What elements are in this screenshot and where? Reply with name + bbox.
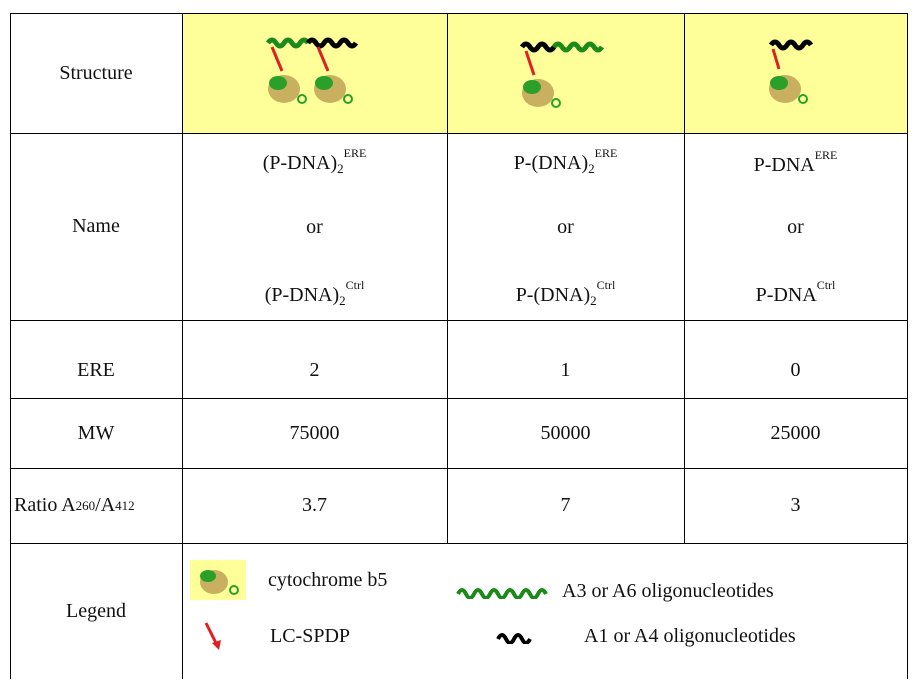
rule-3: [10, 398, 908, 399]
name-or: or: [557, 215, 574, 238]
name-single-double-ctrl: P-(DNA)2Ctrl: [515, 277, 616, 308]
black-wave-icon: [496, 632, 532, 644]
rule-2: [10, 320, 908, 321]
structure-dimer: [182, 13, 447, 133]
legend-item-green-oligo: A3 or A6 oligonucleotides: [456, 580, 774, 603]
mw-value: 50000: [540, 421, 591, 444]
legend-label: Legend: [66, 599, 126, 622]
name-single-ere: P-DNAERE: [753, 147, 838, 176]
structure-single-double: [447, 13, 684, 133]
cytochrome-b5-icon: [190, 560, 246, 600]
ere-value: 1: [560, 358, 571, 381]
name-dimer-ctrl: (P-DNA)2Ctrl: [264, 277, 365, 308]
legend-text: LC-SPDP: [270, 624, 351, 647]
rule-col1: [182, 13, 183, 679]
red-arrow-icon: [204, 622, 221, 650]
name-label: Name: [72, 215, 120, 237]
ere-value: 0: [790, 358, 801, 381]
green-wave-icon: [456, 587, 548, 599]
name-or: or: [306, 215, 323, 238]
name-single-double-ere: P-(DNA)2ERE: [513, 145, 618, 176]
rule-right: [907, 13, 908, 679]
rule-4: [10, 468, 908, 469]
ratio-value: 3: [790, 494, 801, 516]
protein-dna-single-icon: [768, 39, 813, 104]
name-or: or: [787, 215, 804, 238]
structure-single: [684, 13, 907, 133]
legend-text: A3 or A6 oligonucleotides: [562, 580, 774, 602]
rule-5: [10, 543, 908, 544]
legend-text: A1 or A4 oligonucleotides: [584, 625, 796, 647]
rule-left: [10, 13, 11, 679]
rule-1: [10, 133, 908, 134]
legend-item-cytochrome: cytochrome b5: [190, 560, 387, 600]
structure-label: Structure: [59, 61, 133, 84]
structure-row-highlight: [182, 13, 908, 133]
legend-item-linker: LC-SPDP: [202, 619, 350, 653]
name-dimer-ere: (P-DNA)2ERE: [262, 145, 367, 176]
protein-dna-single-double-icon: [519, 41, 604, 108]
comparison-table: Structure: [10, 13, 908, 679]
mw-label: MW: [77, 421, 115, 444]
legend-text: cytochrome b5: [268, 568, 388, 591]
name-dimer: (P-DNA)2ERE or (P-DNA)2Ctrl: [182, 133, 447, 320]
legend-item-black-oligo: A1 or A4 oligonucleotides: [494, 625, 796, 648]
ere-label: ERE: [77, 358, 115, 381]
mw-value: 75000: [289, 421, 340, 444]
ratio-label: Ratio A 260/A 412: [14, 494, 135, 516]
name-single-ctrl: P-DNACtrl: [755, 277, 836, 306]
ratio-value: 3.7: [302, 494, 327, 516]
ratio-value: 7: [560, 494, 571, 516]
rule-col3: [684, 13, 685, 543]
rule-col2: [447, 13, 448, 543]
rule-top: [10, 13, 908, 14]
protein-dna-dimer-icon: [265, 37, 358, 104]
name-single: P-DNAERE or P-DNACtrl: [684, 133, 907, 320]
ere-value: 2: [309, 358, 320, 381]
mw-value: 25000: [770, 421, 821, 444]
name-single-double: P-(DNA)2ERE or P-(DNA)2Ctrl: [447, 133, 684, 320]
